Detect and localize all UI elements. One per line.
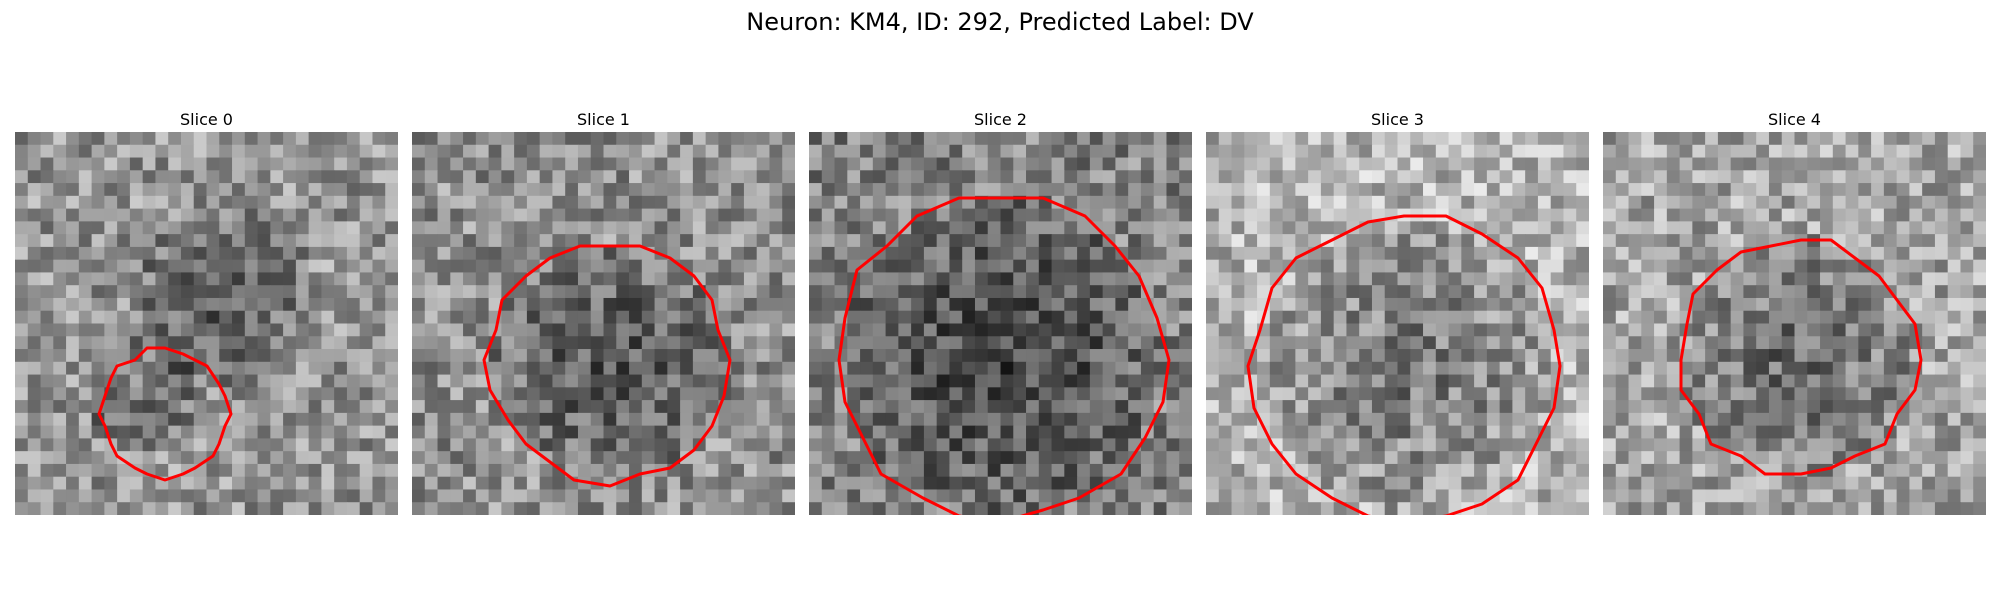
pixel-grid — [1206, 132, 1589, 515]
slice-image-1 — [412, 132, 795, 515]
roi-contour — [482, 244, 732, 488]
roi-contour — [837, 196, 1171, 515]
pixel-grid — [809, 132, 1192, 515]
slice-image-2 — [809, 132, 1192, 515]
slice-title-4: Slice 4 — [1768, 110, 1821, 129]
slice-panel-3: Slice 3 — [1206, 108, 1589, 515]
roi-contour — [1679, 238, 1923, 476]
slice-panel-1: Slice 1 — [412, 108, 795, 515]
pixel-grid — [412, 132, 795, 515]
pixel-grid — [15, 132, 398, 515]
slice-title-2: Slice 2 — [974, 110, 1027, 129]
slice-panel-0: Slice 0 — [15, 108, 398, 515]
pixel-grid — [1603, 132, 1986, 515]
slice-title-0: Slice 0 — [180, 110, 233, 129]
slice-title-3: Slice 3 — [1371, 110, 1424, 129]
slice-panel-4: Slice 4 — [1603, 108, 1986, 515]
roi-contour — [97, 346, 233, 482]
slice-title-1: Slice 1 — [577, 110, 630, 129]
figure-title: Neuron: KM4, ID: 292, Predicted Label: D… — [746, 8, 1254, 36]
slice-image-3 — [1206, 132, 1589, 515]
roi-contour — [1246, 214, 1562, 515]
slice-image-4 — [1603, 132, 1986, 515]
slice-image-0 — [15, 132, 398, 515]
slice-panel-2: Slice 2 — [809, 108, 1192, 515]
